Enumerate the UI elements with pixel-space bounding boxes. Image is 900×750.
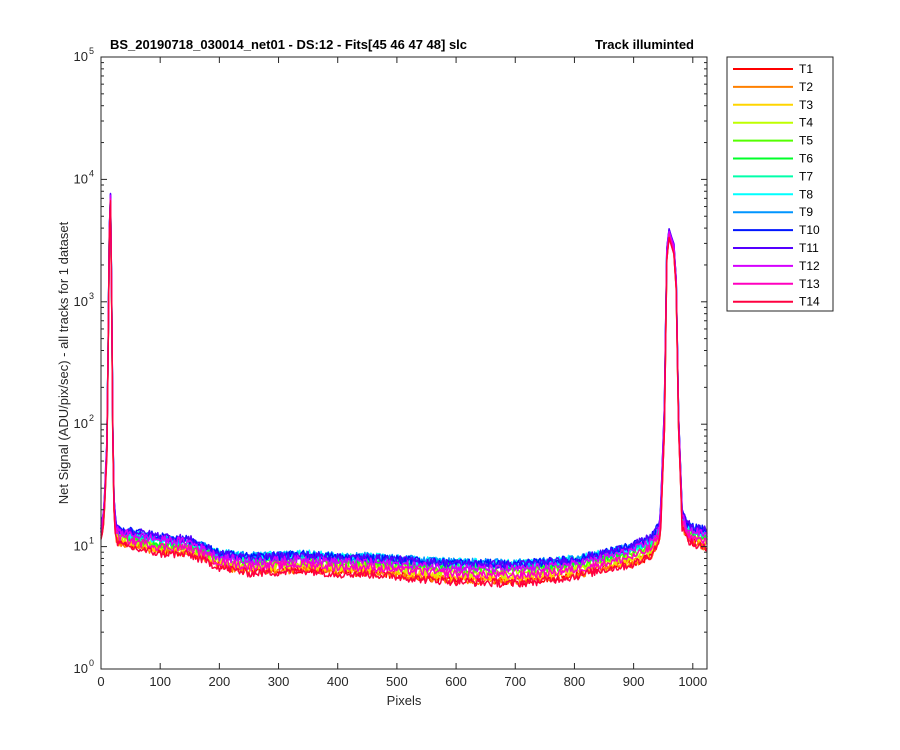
legend-label-t1: T1 <box>799 62 813 76</box>
x-tick-label: 700 <box>504 674 526 689</box>
y-tick-label: 10 <box>74 49 88 64</box>
y-tick-exponent: 3 <box>89 291 94 301</box>
y-axis-label: Net Signal (ADU/pix/sec) - all tracks fo… <box>56 221 71 504</box>
series-layer <box>100 192 708 588</box>
legend-label-t12: T12 <box>799 259 820 273</box>
y-tick-label: 10 <box>74 539 88 554</box>
legend-label-t5: T5 <box>799 134 813 148</box>
legend: T1 T2 T3 T4 T5 T6 T7 T8 T9 T10 T11 T12 T13 T14 <box>726 56 834 312</box>
x-tick-label: 100 <box>149 674 171 689</box>
legend-label-t14: T14 <box>799 295 820 309</box>
series-line-t14 <box>100 199 708 588</box>
y-tick-exponent: 1 <box>89 536 94 546</box>
y-tick-exponent: 5 <box>89 46 94 56</box>
y-tick-label: 10 <box>74 661 88 676</box>
x-tick-label: 1000 <box>678 674 707 689</box>
x-tick-label: 300 <box>268 674 290 689</box>
x-tick-label: 900 <box>623 674 645 689</box>
legend-label-t8: T8 <box>799 187 813 201</box>
x-tick-label: 600 <box>445 674 467 689</box>
x-tick-label: 800 <box>564 674 586 689</box>
legend-label-t11: T11 <box>799 241 819 255</box>
legend-label-t13: T13 <box>799 277 820 291</box>
x-tick-label: 500 <box>386 674 408 689</box>
legend-label-t2: T2 <box>799 80 813 94</box>
legend-box <box>726 56 834 312</box>
series-line-t12 <box>100 194 708 574</box>
x-tick-label: 200 <box>209 674 231 689</box>
legend-label-t3: T3 <box>799 98 813 112</box>
chart-subtitle: Track illuminted <box>595 37 694 52</box>
plot-frame <box>100 56 708 670</box>
x-axis-ticks: 0 100 200 300 400 500 600 700 800 900 1000 <box>97 57 707 689</box>
legend-label-t4: T4 <box>799 116 813 130</box>
y-tick-exponent: 0 <box>89 658 94 668</box>
x-axis-label: Pixels <box>387 693 422 708</box>
y-tick-label: 10 <box>74 171 88 186</box>
x-tick-label: 400 <box>327 674 349 689</box>
y-tick-label: 10 <box>74 416 88 431</box>
legend-label-t10: T10 <box>799 223 820 237</box>
legend-label-t6: T6 <box>799 152 813 166</box>
y-tick-exponent: 4 <box>89 168 94 178</box>
legend-items: T1 T2 T3 T4 T5 T6 T7 T8 T9 T10 T11 T12 T13 T14 <box>733 62 820 309</box>
x-tick-label: 0 <box>97 674 104 689</box>
chart-title: BS_20190718_030014_net01 - DS:12 - Fits[… <box>110 37 467 52</box>
legend-label-t7: T7 <box>799 169 813 183</box>
y-tick-exponent: 2 <box>89 413 94 423</box>
y-tick-label: 10 <box>74 294 88 309</box>
series-line-t13 <box>100 197 708 581</box>
legend-label-t9: T9 <box>799 205 813 219</box>
